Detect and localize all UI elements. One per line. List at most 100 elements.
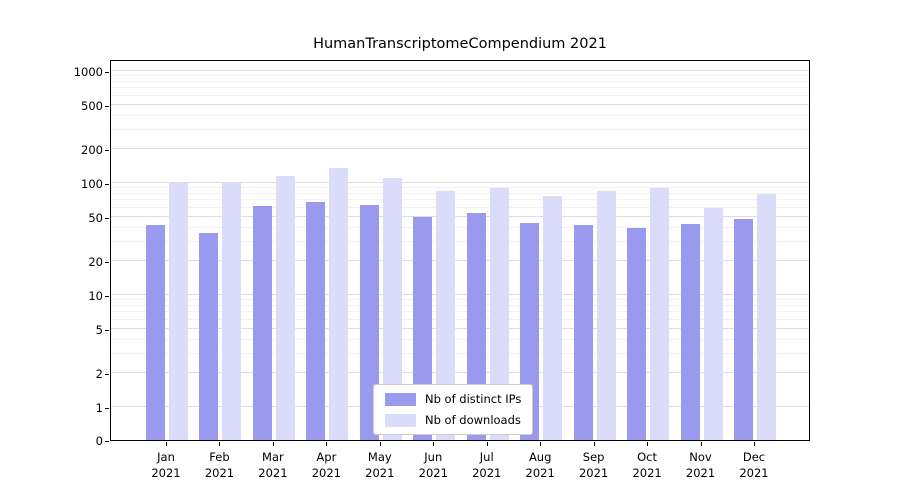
x-tick-label: Apr 2021 — [312, 449, 341, 481]
bar-downloads — [757, 193, 776, 440]
x-tick-mark — [647, 442, 649, 446]
bar-distinct-ips — [252, 206, 272, 440]
gridline-minor — [111, 206, 809, 208]
gridline-major — [111, 148, 809, 150]
x-tick-mark — [379, 442, 381, 446]
x-tick-year: 2021 — [472, 466, 502, 481]
bar-distinct-ips — [466, 212, 486, 440]
bar-downloads — [543, 196, 563, 440]
bar-distinct-ips — [306, 201, 326, 440]
gridline-minor — [111, 311, 809, 313]
chart-title: HumanTranscriptomeCompendium 2021 — [313, 36, 607, 52]
y-tick-mark — [105, 217, 109, 219]
gridline-major — [111, 327, 809, 329]
gridline-major — [111, 215, 809, 217]
legend-label-distinct-ips: Nb of distinct IPs — [425, 392, 522, 406]
x-tick-label: May 2021 — [365, 449, 394, 481]
y-tick-mark — [105, 374, 109, 376]
x-tick-mark — [593, 442, 595, 446]
bar-downloads — [650, 188, 670, 440]
gridline-major — [111, 103, 809, 105]
gridline-minor — [111, 299, 809, 301]
y-tick-mark — [105, 262, 109, 264]
y-tick-mark — [105, 150, 109, 152]
x-tick-label: Sep 2021 — [579, 449, 608, 481]
x-tick-year: 2021 — [578, 466, 609, 481]
bar-downloads — [222, 181, 242, 440]
y-tick-label: 2 — [95, 367, 103, 382]
x-tick-month: May — [367, 450, 392, 464]
x-tick-month: Jan — [157, 450, 175, 464]
bar-downloads — [169, 183, 188, 440]
plot-area: Nb of distinct IPs Nb of downloads — [110, 60, 810, 441]
bar-downloads — [329, 168, 349, 440]
x-tick-label: Aug 2021 — [526, 449, 555, 481]
y-tick-mark — [105, 408, 109, 409]
x-tick-year: 2021 — [204, 466, 235, 481]
gridline-minor — [111, 94, 809, 96]
x-tick-month: Dec — [742, 450, 766, 464]
x-tick-mark — [166, 442, 167, 446]
gridline-minor — [111, 226, 809, 228]
x-tick-year: 2021 — [418, 466, 448, 481]
x-tick-year: 2021 — [311, 466, 341, 481]
bar-distinct-ips — [680, 224, 700, 440]
legend-swatch-downloads — [385, 413, 416, 427]
gridline-major — [111, 70, 809, 71]
gridline-major — [111, 260, 809, 262]
y-tick-label: 20 — [88, 255, 103, 270]
x-tick-mark — [754, 442, 755, 446]
x-tick-month: Oct — [637, 450, 658, 464]
x-tick-label: Feb 2021 — [205, 449, 234, 481]
gridline-minor — [111, 80, 809, 82]
x-tick-month: Jun — [424, 450, 443, 464]
x-tick-mark — [700, 442, 702, 446]
x-tick-year: 2021 — [365, 466, 395, 481]
y-tick-label: 0 — [95, 434, 103, 448]
x-tick-year: 2021 — [739, 466, 769, 481]
x-tick-month: Jul — [479, 450, 494, 464]
y-tick-mark — [105, 105, 109, 107]
x-tick-label: Nov 2021 — [686, 449, 715, 481]
x-tick-year: 2021 — [632, 466, 662, 481]
x-tick-label: Jun 2021 — [419, 449, 448, 481]
x-tick-month: Nov — [689, 450, 712, 464]
x-tick-mark — [486, 442, 488, 446]
legend-swatch-distinct-ips — [385, 392, 416, 406]
bar-downloads — [275, 176, 295, 440]
x-tick-month: Apr — [316, 450, 337, 464]
bar-downloads — [382, 178, 402, 440]
gridline-major — [111, 182, 809, 183]
gridline-minor — [111, 114, 809, 116]
x-tick-mark — [326, 442, 328, 446]
x-tick-year: 2021 — [685, 466, 716, 481]
y-tick-label: 1 — [95, 401, 103, 415]
gridline-minor — [111, 318, 809, 320]
bar-distinct-ips — [627, 227, 647, 440]
bar-downloads — [596, 191, 616, 440]
x-tick-label: Jul 2021 — [472, 449, 501, 481]
bar-downloads — [489, 188, 509, 440]
x-tick-month: Aug — [528, 450, 552, 464]
y-tick-label: 1000 — [73, 65, 103, 79]
x-tick-month: Mar — [262, 450, 284, 464]
y-tick-label: 100 — [81, 177, 103, 191]
x-tick-mark — [219, 442, 221, 446]
bar-downloads — [703, 207, 723, 440]
y-tick-label: 500 — [81, 98, 103, 113]
legend-item-distinct-ips: Nb of distinct IPs — [385, 392, 521, 406]
gridline-minor — [111, 75, 809, 77]
bar-distinct-ips — [573, 225, 593, 440]
y-tick-mark — [105, 184, 109, 185]
y-tick-mark — [105, 296, 109, 297]
bar-distinct-ips — [359, 204, 379, 440]
gridline-minor — [111, 352, 809, 354]
gridline-minor — [111, 199, 809, 201]
y-tick-mark — [105, 72, 109, 73]
y-tick-label: 5 — [95, 322, 103, 337]
gridline-major — [111, 372, 809, 374]
y-tick-label: 50 — [88, 210, 103, 225]
bar-downloads — [436, 190, 456, 440]
x-tick-month: Feb — [209, 450, 230, 464]
bar-distinct-ips — [734, 218, 753, 440]
